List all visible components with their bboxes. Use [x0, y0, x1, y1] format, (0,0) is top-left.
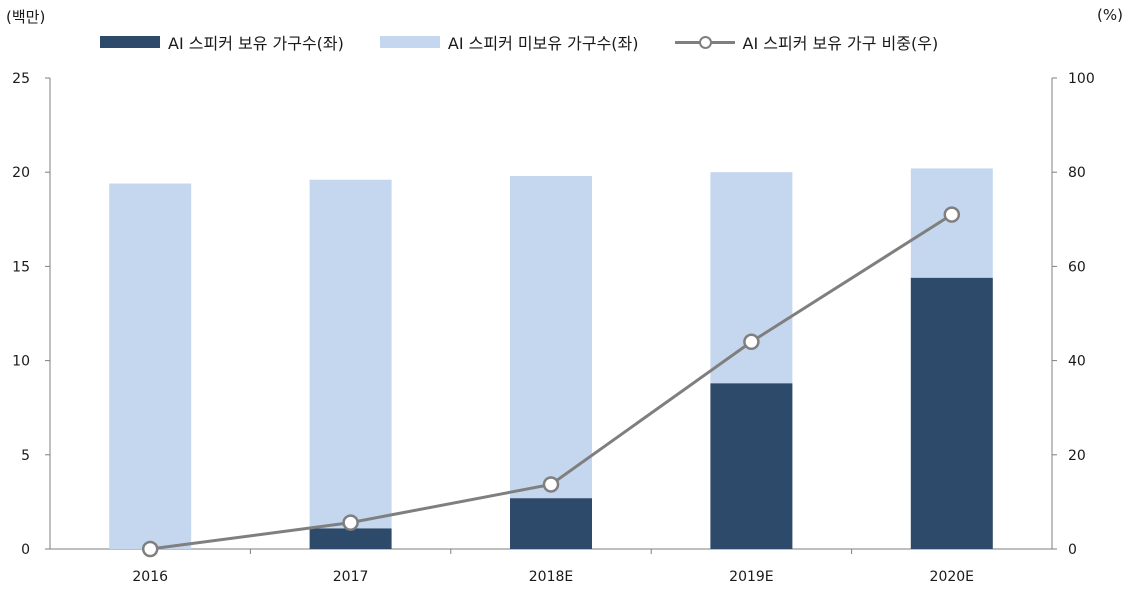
bar-not-owned: [309, 179, 392, 529]
bar-not-owned: [910, 168, 993, 278]
bar-owned: [309, 528, 392, 549]
right-axis-unit: (%): [1097, 6, 1123, 24]
left-tick-label: 5: [21, 448, 30, 464]
legend-swatch-share: [674, 35, 735, 49]
bar-owned: [710, 383, 793, 549]
left-tick-label: 0: [21, 542, 30, 558]
legend-label-owned: AI 스피커 보유 가구수(좌): [168, 34, 344, 53]
left-tick-label: 20: [12, 165, 30, 181]
right-tick-label: 60: [1068, 259, 1086, 275]
legend-item-share: AI 스피커 보유 가구 비중(우): [674, 30, 939, 54]
left-tick-label: 10: [12, 354, 30, 370]
bar-not-owned: [710, 172, 793, 384]
legend-label-share: AI 스피커 보유 가구 비중(우): [742, 34, 939, 53]
legend-swatch-owned: [100, 36, 160, 48]
left-tick-label: 25: [12, 71, 30, 87]
share-point: [141, 540, 159, 558]
right-tick-label: 40: [1068, 354, 1086, 370]
right-tick-label: 20: [1068, 448, 1086, 464]
x-tick-label: 2018E: [529, 569, 573, 585]
legend-label-not-owned: AI 스피커 미보유 가구수(좌): [447, 34, 639, 53]
bar-not-owned: [510, 175, 592, 499]
x-tick-label: 2016: [132, 569, 168, 585]
left-tick-label: 15: [12, 259, 30, 275]
right-tick-label: 80: [1068, 165, 1086, 181]
share-point: [342, 514, 359, 531]
share-point: [943, 206, 961, 223]
left-axis-unit: (백만): [6, 8, 46, 26]
legend-item-owned: AI 스피커 보유 가구수(좌): [100, 30, 344, 54]
bar-owned: [910, 277, 993, 549]
right-tick-label: 0: [1068, 542, 1077, 558]
right-tick-label: 100: [1068, 71, 1095, 87]
legend-swatch-not-owned: [379, 36, 440, 48]
bar-not-owned: [109, 183, 192, 549]
x-tick-label: 2019E: [729, 569, 773, 585]
bar-owned: [510, 498, 592, 549]
share-point: [542, 476, 560, 493]
share-point: [743, 333, 760, 351]
legend-item-not-owned: AI 스피커 미보유 가구수(좌): [379, 30, 639, 54]
x-tick-label: 2017: [333, 569, 369, 585]
x-tick-label: 2020E: [930, 569, 974, 585]
chart-legend: AI 스피커 보유 가구수(좌) AI 스피커 미보유 가구수(좌) AI 스피…: [100, 30, 974, 54]
